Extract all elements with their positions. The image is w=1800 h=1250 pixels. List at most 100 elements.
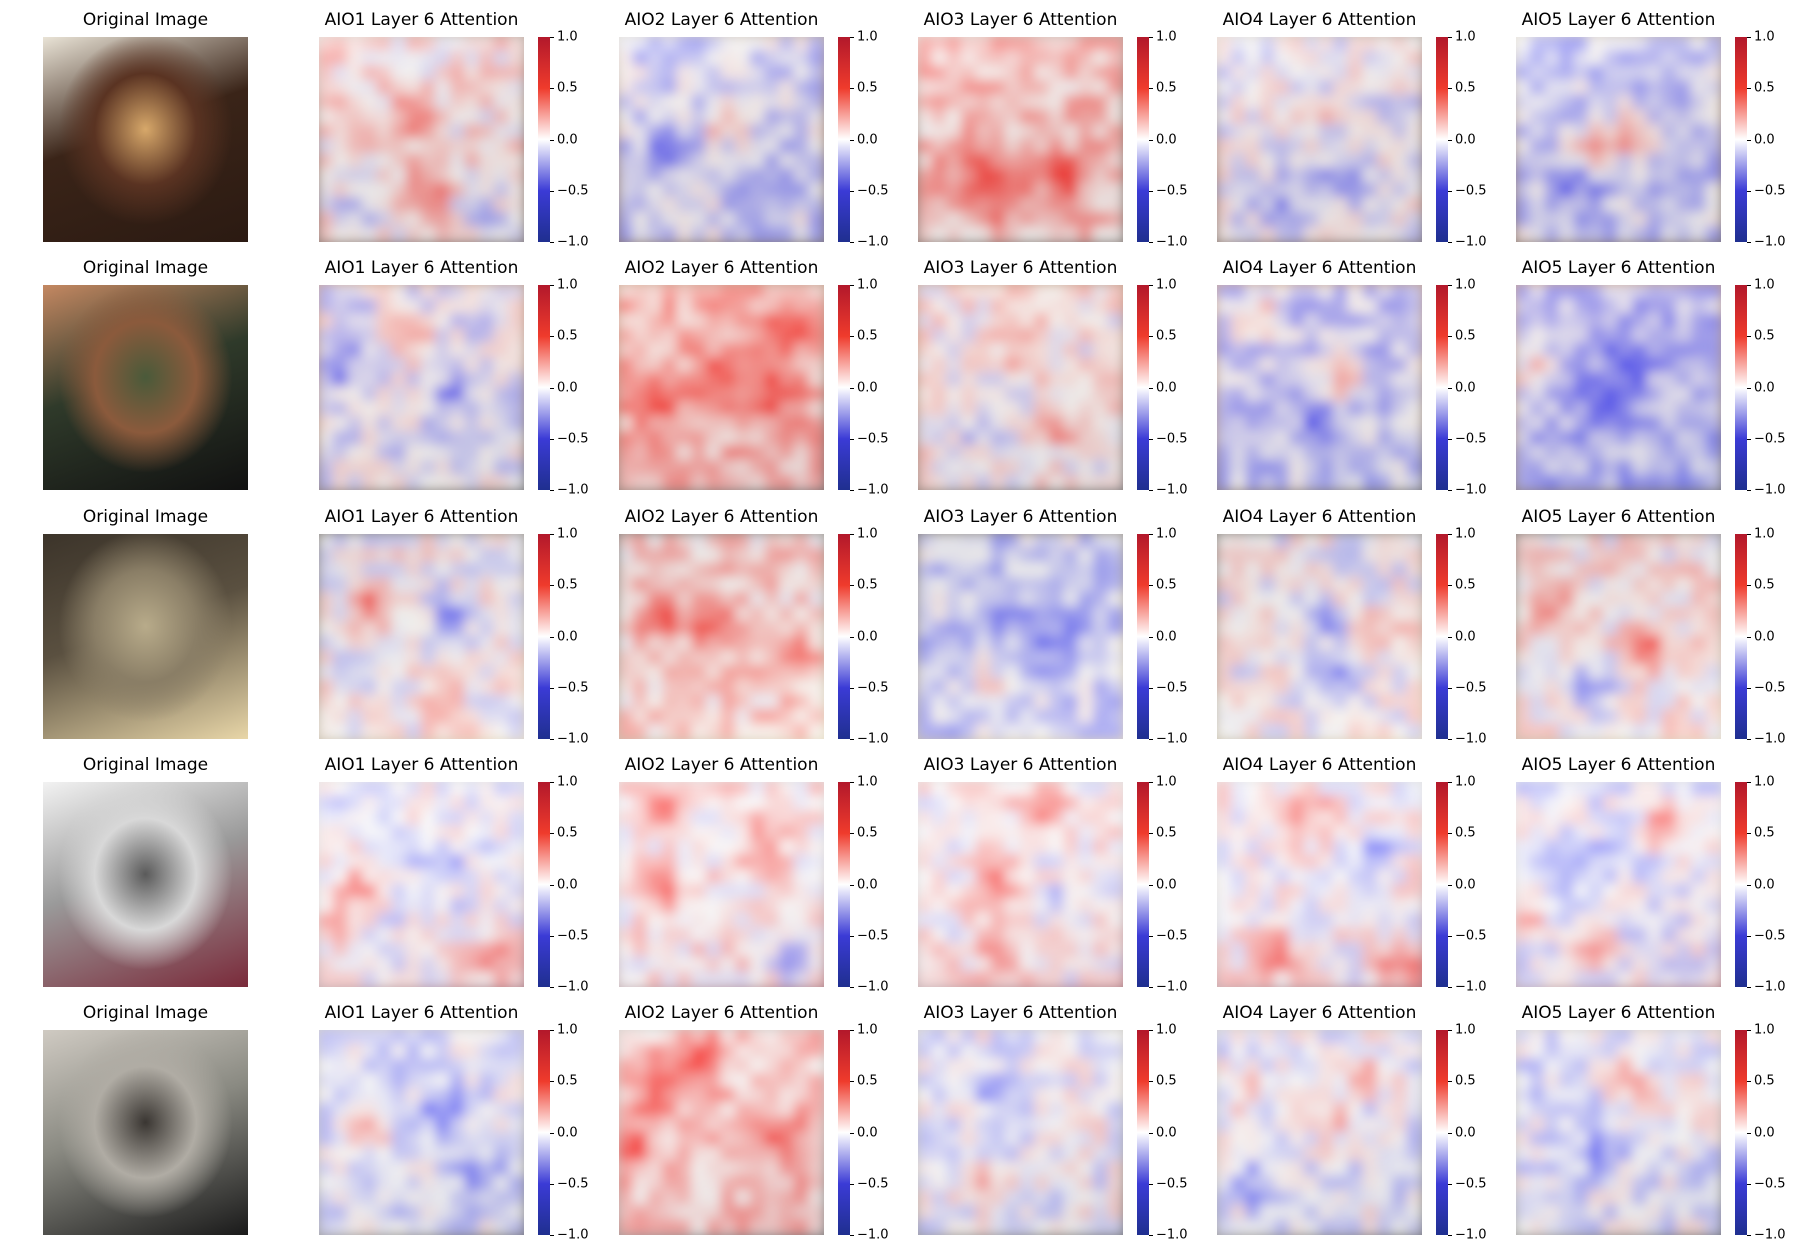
heatmap-cell	[479, 182, 496, 199]
heatmap-cell	[976, 577, 993, 594]
heatmap-cell	[1377, 782, 1394, 798]
heatmap-cell	[1559, 474, 1576, 490]
attention-heatmap-cells	[1217, 782, 1422, 987]
heatmap-cell	[976, 1161, 993, 1178]
heatmap-cell	[1333, 825, 1350, 842]
heatmap-cell	[1362, 1102, 1379, 1119]
heatmap-cell	[779, 636, 796, 653]
heatmap-cell	[435, 372, 452, 389]
heatmap-cell	[1647, 898, 1664, 915]
heatmap-cell	[706, 1132, 723, 1149]
heatmap-cell	[435, 694, 452, 711]
heatmap-cell	[1661, 416, 1678, 433]
heatmap-cell	[421, 534, 438, 550]
heatmap-cell	[750, 1190, 767, 1207]
heatmap-cell	[1319, 592, 1336, 609]
heatmap-cell	[1603, 606, 1620, 623]
heatmap-cell	[1078, 548, 1095, 565]
heatmap-cell	[808, 153, 824, 170]
heatmap-cell	[677, 197, 694, 214]
heatmap-cell	[1348, 971, 1365, 987]
heatmap-cell	[1063, 139, 1080, 156]
heatmap-cell	[421, 401, 438, 418]
heatmap-cell	[706, 460, 723, 477]
heatmap-cell	[808, 168, 824, 185]
heatmap-cell	[1245, 679, 1262, 696]
heatmap-cell	[377, 927, 394, 944]
heatmap-cell	[1691, 592, 1708, 609]
heatmap-cell	[662, 665, 679, 682]
heatmap-cell	[435, 343, 452, 360]
heatmap-cell	[735, 313, 752, 330]
heatmap-cell	[377, 1161, 394, 1178]
heatmap-cell	[735, 971, 752, 987]
heatmap-cell	[946, 474, 963, 490]
heatmap-cell	[918, 313, 934, 330]
heatmap-cell	[961, 328, 978, 345]
colorbar	[838, 1030, 850, 1235]
heatmap-cell	[1588, 723, 1605, 739]
heatmap-cell	[1231, 709, 1248, 726]
heatmap-cell	[961, 621, 978, 638]
heatmap-cell	[421, 723, 438, 739]
heatmap-cell	[946, 606, 963, 623]
heatmap-title: AIO2 Layer 6 Attention	[625, 755, 819, 775]
heatmap-cell	[647, 665, 664, 682]
heatmap-cell	[1034, 1161, 1051, 1178]
heatmap-cell	[946, 782, 963, 798]
heatmap-cell	[406, 139, 423, 156]
heatmap-cell	[464, 694, 481, 711]
heatmap-cell	[1530, 913, 1547, 930]
heatmap-cell	[1063, 621, 1080, 638]
heatmap-cell	[706, 694, 723, 711]
heatmap-cell	[391, 854, 408, 871]
heatmap-cell	[347, 913, 364, 930]
heatmap-cell	[508, 212, 524, 229]
heatmap-cell	[735, 854, 752, 871]
colorbar-tick-label: 1.0	[557, 278, 578, 293]
heatmap-cell	[1530, 80, 1547, 97]
heatmap-cell	[1260, 709, 1277, 726]
heatmap-cell	[1377, 723, 1394, 739]
heatmap-cell	[918, 1058, 934, 1075]
heatmap-cell	[406, 343, 423, 360]
heatmap-cell	[918, 1044, 934, 1061]
heatmap-cell	[1034, 372, 1051, 389]
heatmap-cell	[691, 665, 708, 682]
heatmap-cell	[779, 723, 796, 739]
heatmap-cell	[1034, 474, 1051, 490]
heatmap-cell	[1231, 285, 1248, 301]
heatmap-cell	[662, 80, 679, 97]
heatmap-cell	[1705, 95, 1721, 112]
heatmap-cell	[421, 840, 438, 857]
original-image-woman-and-corgi-on-sofa	[43, 37, 248, 242]
attention-heatmap-cells	[319, 782, 524, 987]
heatmap-cell	[1632, 679, 1649, 696]
heatmap-cell	[764, 197, 781, 214]
colorbar-tick	[550, 585, 554, 586]
heatmap-cell	[1618, 854, 1635, 871]
colorbar-tick-label: −1.0	[857, 483, 889, 498]
heatmap-cell	[808, 869, 824, 886]
heatmap-cell	[1516, 328, 1532, 345]
heatmap-cell	[464, 1058, 481, 1075]
heatmap-cell	[647, 430, 664, 447]
heatmap-cell	[750, 80, 767, 97]
heatmap-cell	[706, 445, 723, 462]
heatmap-cell	[691, 913, 708, 930]
heatmap-cell	[990, 971, 1007, 987]
heatmap-cell	[1049, 51, 1066, 68]
heatmap-cell	[464, 679, 481, 696]
heatmap-cell	[1348, 80, 1365, 97]
heatmap-cell	[961, 913, 978, 930]
heatmap-cell	[1289, 197, 1306, 214]
colorbar-tick	[1448, 37, 1452, 38]
heatmap-cell	[1275, 1117, 1292, 1134]
heatmap-cell	[990, 854, 1007, 871]
heatmap-cell	[946, 1058, 963, 1075]
heatmap-cell	[508, 636, 524, 653]
heatmap-cell	[1661, 782, 1678, 798]
heatmap-cell	[1245, 285, 1262, 301]
heatmap-cell	[1647, 636, 1664, 653]
heatmap-cell	[1005, 1175, 1022, 1192]
